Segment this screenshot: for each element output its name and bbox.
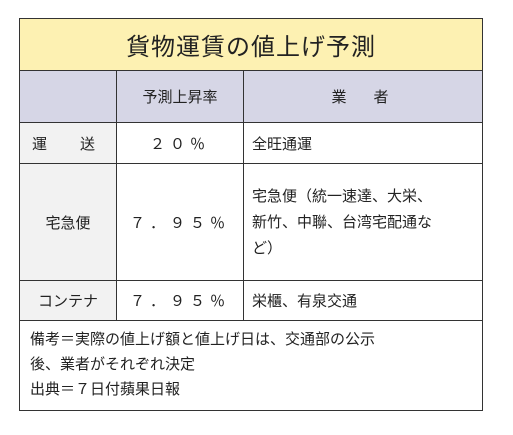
row-companies: 栄櫃、有泉交通 (243, 280, 482, 321)
row-companies: 宅急便（統一速達、大栄、 新竹、中聯、台湾宅配通な ど） (243, 163, 482, 281)
company-line: 栄櫃、有泉交通 (252, 292, 358, 310)
header-empty (20, 70, 117, 123)
rate-forecast-table: 予測上昇率 業 者 運 送 ２０％ 全旺通運 宅急便 ７．９５％ 宅急便（統一速… (20, 70, 482, 321)
row-rate: ２０％ (116, 122, 244, 164)
table-row-parcel: 宅急便 ７．９５％ 宅急便（統一速達、大栄、 新竹、中聯、台湾宅配通な ど） (20, 163, 482, 281)
header-row: 予測上昇率 業 者 (20, 70, 482, 123)
company-line: 全旺通運 (252, 134, 313, 153)
row-label: コンテナ (20, 280, 117, 321)
table-title: 貨物運賃の値上げ予測 (20, 19, 482, 71)
row-rate: ７．９５％ (116, 163, 244, 281)
row-label: 宅急便 (20, 163, 117, 281)
note-line: 備考＝実際の値上げ額と値上げ日は、交通部の公示 (30, 330, 376, 348)
company-line: 新竹、中聯、台湾宅配通な (252, 213, 433, 231)
row-rate: ７．９５％ (116, 280, 244, 321)
table-row-transport: 運 送 ２０％ 全旺通運 (20, 122, 482, 164)
row-companies: 全旺通運 (243, 122, 482, 164)
note-line: 後、業者がそれぞれ決定 (30, 355, 196, 373)
notes-section: 備考＝実際の値上げ額と値上げ日は、交通部の公示 後、業者がそれぞれ決定 出典＝７… (20, 317, 482, 411)
row-label: 運 送 (20, 122, 117, 164)
header-rate: 予測上昇率 (116, 70, 244, 123)
company-line: 宅急便（統一速達、大栄、 (252, 187, 433, 205)
source-line: 出典＝７日付蘋果日報 (30, 380, 181, 398)
company-line: ど） (252, 239, 283, 257)
table-row-container: コンテナ ７．９５％ 栄櫃、有泉交通 (20, 280, 482, 321)
freight-rate-table-panel: 貨物運賃の値上げ予測 予測上昇率 業 者 運 送 ２０％ 全旺通運 宅急便 ７．… (19, 18, 483, 411)
header-companies: 業 者 (243, 70, 482, 123)
